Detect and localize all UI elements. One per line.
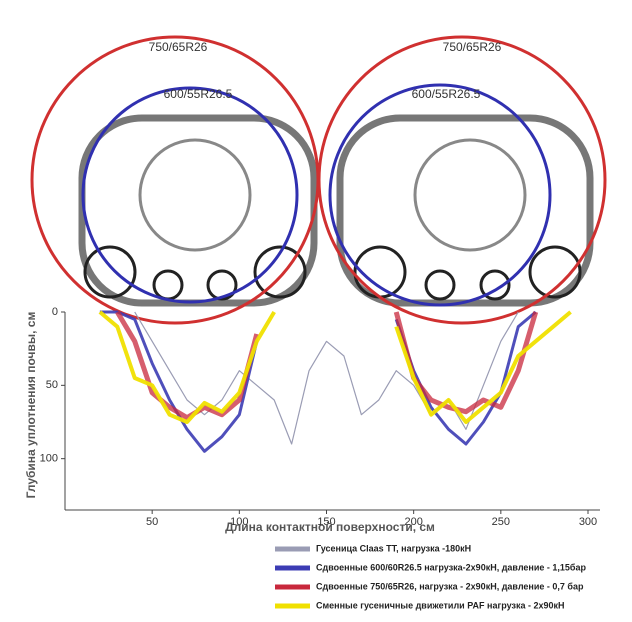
y-tick-label: 50 (46, 379, 58, 391)
series-line (115, 310, 539, 421)
legend-label: Сменные гусеничные движетили PAF нагрузк… (316, 600, 565, 610)
legend-label: Сдвоенные 600/60R26.5 нагрузка-2х90кН, д… (316, 562, 586, 572)
tire-label: 600/55R26.5 (412, 87, 481, 101)
legend-label: Сдвоенные 750/65R26, нагрузка - 2х90кН, … (316, 581, 584, 591)
track (336, 114, 594, 307)
x-tick-label: 50 (146, 516, 158, 528)
x-tick-label: 150 (317, 516, 335, 528)
tire-outline (30, 35, 320, 325)
tire-outline (81, 86, 299, 304)
tire-label: 750/65R26 (443, 40, 502, 54)
x-tick-label: 200 (404, 516, 422, 528)
x-tick-label: 100 (230, 516, 248, 528)
x-tick-label: 250 (492, 516, 510, 528)
x-axis-label: Длина контактной поверхности, см (225, 520, 435, 534)
series-line (134, 311, 519, 445)
track (78, 114, 318, 307)
illustration (30, 35, 607, 325)
sprocket (138, 138, 252, 252)
legend-label: Гусеница Claas TT, нагрузка -180кН (316, 543, 471, 553)
tire-outline (317, 35, 607, 325)
tire-outline (328, 83, 552, 307)
series-line (99, 310, 537, 453)
series-line (98, 310, 572, 424)
y-tick-label: 0 (52, 306, 58, 318)
y-tick-label: 100 (40, 453, 58, 465)
sprocket (413, 138, 527, 252)
y-axis-label: Глубина уплотнения почвы, см (24, 312, 38, 499)
tire-label: 750/65R26 (149, 40, 208, 54)
tire-label: 600/55R26.5 (164, 87, 233, 101)
wheels (83, 245, 582, 301)
x-tick-label: 300 (579, 516, 597, 528)
